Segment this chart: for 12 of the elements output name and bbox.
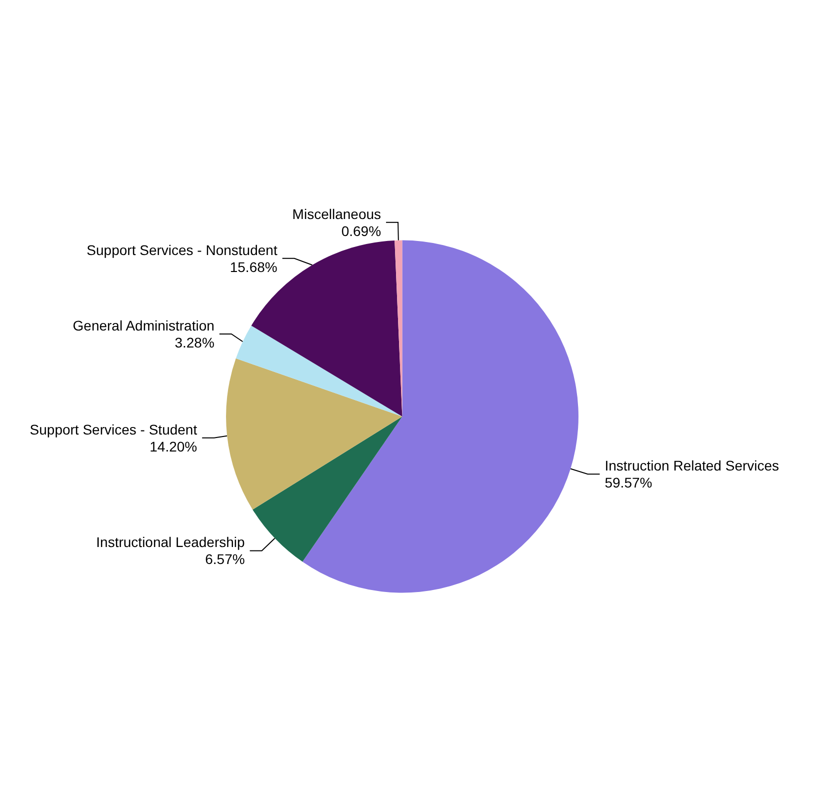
data-label: 0.69% <box>341 222 382 239</box>
data-label: 59.57% <box>604 474 652 491</box>
data-label: 15.68% <box>230 258 278 275</box>
slice-label: Instruction Related Services <box>604 458 780 474</box>
slice-label: General Administration <box>72 317 214 334</box>
slice-label: Support Services - Student <box>30 421 198 438</box>
data-label: 3.28% <box>174 334 214 350</box>
data-label: 6.57% <box>205 551 245 568</box>
data-label: 14.20% <box>150 438 198 454</box>
slice-label: Instructional Leadership <box>96 534 246 550</box>
slice-label: Support Services - Nonstudent <box>86 242 278 258</box>
slice-label: Miscellaneous <box>292 206 382 222</box>
